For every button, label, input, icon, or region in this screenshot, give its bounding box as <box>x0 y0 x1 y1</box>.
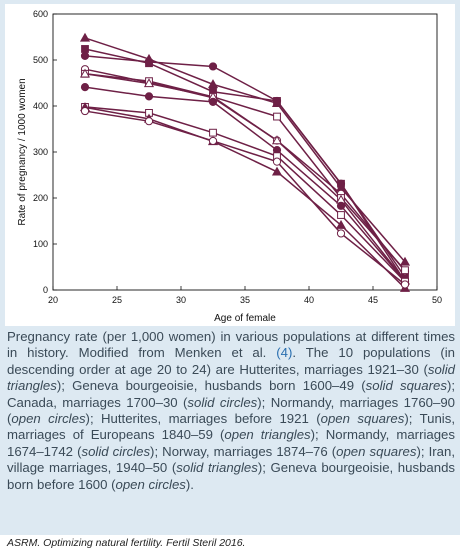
figure-panel: 20 25 30 35 40 45 50 0 100 200 300 400 500 600 Age o… <box>0 0 460 535</box>
y-tick-label: 600 <box>33 9 48 19</box>
y-tick-label: 400 <box>33 101 48 111</box>
chart-container: 20 25 30 35 40 45 50 0 100 200 300 400 500 600 Age o… <box>5 4 455 326</box>
series-8-point <box>337 211 345 219</box>
series-5-point <box>273 112 281 121</box>
series-line-8 <box>84 106 406 283</box>
series-3-point <box>336 179 346 188</box>
series-2-point <box>81 45 89 53</box>
y-tick-label: 0 <box>43 285 48 295</box>
y-tick-label: 300 <box>33 147 48 157</box>
series-1-point <box>79 32 91 42</box>
series-6-point <box>79 68 91 78</box>
series-10-point <box>400 280 410 289</box>
x-tick-label: 35 <box>240 295 250 305</box>
series-line-3 <box>84 55 406 282</box>
series-line-1 <box>84 37 406 263</box>
series-3-point <box>144 57 154 66</box>
x-tick-label: 45 <box>368 295 378 305</box>
series-9-point <box>335 219 347 229</box>
x-tick-label: 25 <box>112 295 122 305</box>
series-1-point <box>399 256 411 266</box>
y-axis-label: Rate of pregnancy / 1000 women <box>17 78 28 225</box>
series-line-7 <box>84 86 406 282</box>
x-tick-label: 40 <box>304 295 314 305</box>
y-tick-label: 500 <box>33 55 48 65</box>
pregnancy-rate-chart: 20 25 30 35 40 45 50 0 100 200 300 400 500 600 Age o… <box>17 9 442 324</box>
series-6-point <box>271 135 283 145</box>
series-1-point <box>207 79 219 89</box>
series-10-point <box>272 157 282 166</box>
series-7-point <box>144 92 154 101</box>
series-3-point <box>208 62 218 71</box>
figure-source: ASRM. Optimizing natural fertility. Fert… <box>7 537 246 549</box>
series-8-point <box>209 128 217 137</box>
series-7-point <box>208 97 218 106</box>
series-10-point <box>144 117 154 126</box>
figure-caption: Pregnancy rate (per 1,000 women) in vari… <box>7 329 455 492</box>
series-line-6 <box>84 73 406 282</box>
y-tick-label: 100 <box>33 239 48 249</box>
series-6-point <box>143 78 155 88</box>
series-7-point <box>80 83 90 92</box>
x-tick-label: 20 <box>48 295 58 305</box>
series-9-point <box>271 166 283 176</box>
x-tick-label: 30 <box>176 295 186 305</box>
series-10-point <box>336 229 346 238</box>
series-3-point <box>272 96 282 106</box>
series-10-point <box>80 106 90 116</box>
series-7-point <box>336 201 346 210</box>
y-tick-label: 200 <box>33 193 48 203</box>
series-line-10 <box>84 110 406 286</box>
x-tick-label: 50 <box>432 295 442 305</box>
series-line-5 <box>84 73 406 271</box>
x-axis-label: Age of female <box>214 313 276 324</box>
reference-link[interactable]: (4) <box>276 345 293 361</box>
series-10-point <box>208 136 218 146</box>
series-line-9 <box>84 106 406 289</box>
series-3-point <box>80 51 90 60</box>
series-5-point <box>401 266 409 275</box>
